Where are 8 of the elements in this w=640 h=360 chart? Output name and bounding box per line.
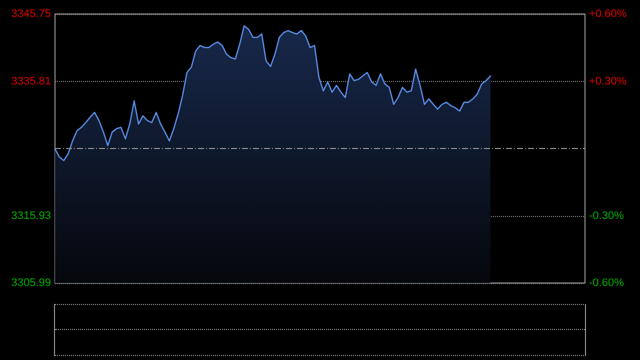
y2-tick-label: +0.60% (589, 8, 627, 20)
y-tick-label: 3345.75 (11, 8, 51, 20)
y-tick-label: 3305.99 (11, 277, 51, 289)
y2-tick-label: -0.30% (589, 210, 624, 222)
y-tick-label: 3315.93 (11, 210, 51, 222)
y-tick-label: 3335.81 (11, 75, 51, 88)
y2-tick-label: +0.30% (589, 75, 627, 88)
y2-tick-label: -0.60% (589, 277, 624, 289)
